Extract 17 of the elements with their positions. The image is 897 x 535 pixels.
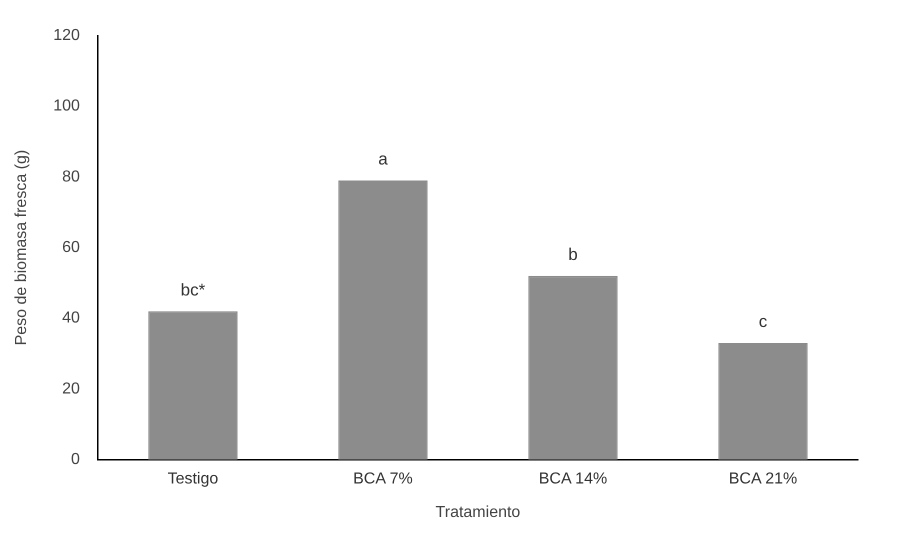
- x-tick-label: BCA 21%: [728, 470, 798, 488]
- annotation: c: [758, 312, 768, 332]
- y-tick-label: 20: [62, 380, 80, 398]
- y-tick-label: 60: [62, 239, 80, 256]
- x-axis-title: Tratamiento: [436, 504, 520, 521]
- annotation: a: [378, 150, 388, 169]
- y-tick-label: 0: [70, 451, 80, 468]
- annotation: b: [568, 245, 578, 264]
- y-tick-label: 120: [53, 27, 80, 44]
- x-tick-label: BCA 14%: [538, 470, 608, 488]
- x-tick-label: Testigo: [168, 470, 218, 488]
- x-tick-label: BCA 7%: [353, 470, 413, 488]
- annotation: bc*: [180, 280, 206, 300]
- y-axis-title: Peso de biomasa fresca (g): [13, 150, 30, 346]
- y-tick-label: 40: [62, 310, 80, 327]
- y-tick-label: 80: [62, 168, 80, 186]
- y-tick-label: 100: [53, 98, 80, 115]
